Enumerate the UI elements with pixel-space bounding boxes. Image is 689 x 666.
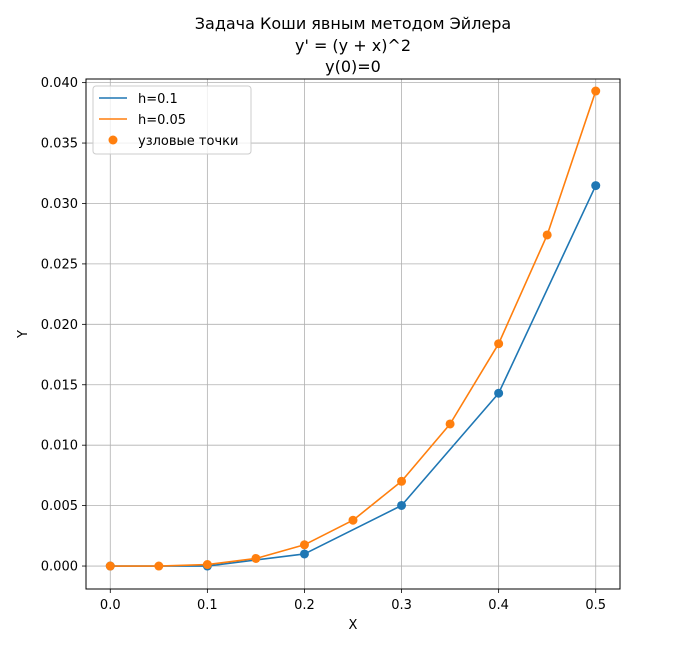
y-axis-ticks: 0.000 0.005 0.010 0.015 0.020 0.025 0.030 0.035… — [41, 76, 86, 575]
y-tick-label-2: 0.010 — [41, 439, 78, 454]
series-point-h-0-1-4 — [494, 388, 504, 398]
series-point-h-0-05-1 — [154, 561, 164, 571]
plot-area — [86, 79, 620, 589]
plot-frame — [85, 78, 621, 590]
y-tick-label-1: 0.005 — [41, 499, 78, 514]
series-point-h-0-05-4 — [299, 540, 309, 550]
chart-title: Задача Коши явным методом Эйлера y' = (y… — [195, 14, 511, 76]
x-tick-label-5: 0.5 — [585, 598, 606, 613]
x-tick-label-1: 0.1 — [197, 598, 218, 613]
series-point-h-0-1-2 — [299, 549, 309, 559]
y-axis-label: Y — [16, 330, 31, 339]
y-tick-label-4: 0.020 — [41, 318, 78, 333]
y-tick-label-7: 0.035 — [41, 137, 78, 152]
series-point-h-0-1-5 — [591, 181, 601, 191]
series-point-h-0-05-0 — [105, 561, 115, 571]
series-point-h-0-05-8 — [494, 339, 504, 349]
x-gridlines — [109, 79, 597, 589]
x-tick-label-2: 0.2 — [294, 598, 315, 613]
chart-title-line-3: y(0)=0 — [325, 57, 381, 76]
y-tick-label-8: 0.040 — [41, 76, 78, 91]
x-tick-label-4: 0.4 — [488, 598, 509, 613]
legend-box — [92, 85, 252, 155]
y-tick-label-6: 0.030 — [41, 197, 78, 212]
x-axis-label: X — [349, 618, 358, 633]
legend-label-nodes: узловые точки — [138, 134, 238, 149]
x-tick-label-3: 0.3 — [391, 598, 412, 613]
series-point-h-0-1-3 — [397, 500, 407, 510]
series-point-h-0-05-10 — [591, 86, 601, 96]
chart-title-line-1: Задача Коши явным методом Эйлера — [195, 14, 511, 33]
legend-label-h-0-1: h=0.1 — [138, 92, 178, 107]
y-tick-label-3: 0.015 — [41, 378, 78, 393]
series-line-h-0-1 — [110, 185, 597, 567]
series-point-h-0-05-6 — [397, 476, 407, 486]
x-tick-label-0: 0.0 — [100, 598, 121, 613]
series-point-h-0-05-3 — [251, 553, 261, 563]
series-layer — [105, 86, 601, 571]
series-point-h-0-05-9 — [542, 230, 552, 240]
legend-marker-nodes — [108, 135, 118, 145]
chart-title-line-2: y' = (y + x)^2 — [295, 36, 411, 55]
series-point-h-0-05-2 — [202, 560, 212, 570]
x-axis-ticks: 0.0 0.1 0.2 0.3 0.4 0.5 — [100, 589, 606, 613]
y-tick-label-5: 0.025 — [41, 257, 78, 272]
y-tick-label-0: 0.000 — [41, 560, 78, 575]
legend: h=0.1 h=0.05 узловые точки — [92, 85, 252, 155]
series-point-h-0-05-7 — [445, 419, 455, 429]
legend-label-h-0-05: h=0.05 — [138, 113, 186, 128]
series-point-h-0-05-5 — [348, 515, 358, 525]
